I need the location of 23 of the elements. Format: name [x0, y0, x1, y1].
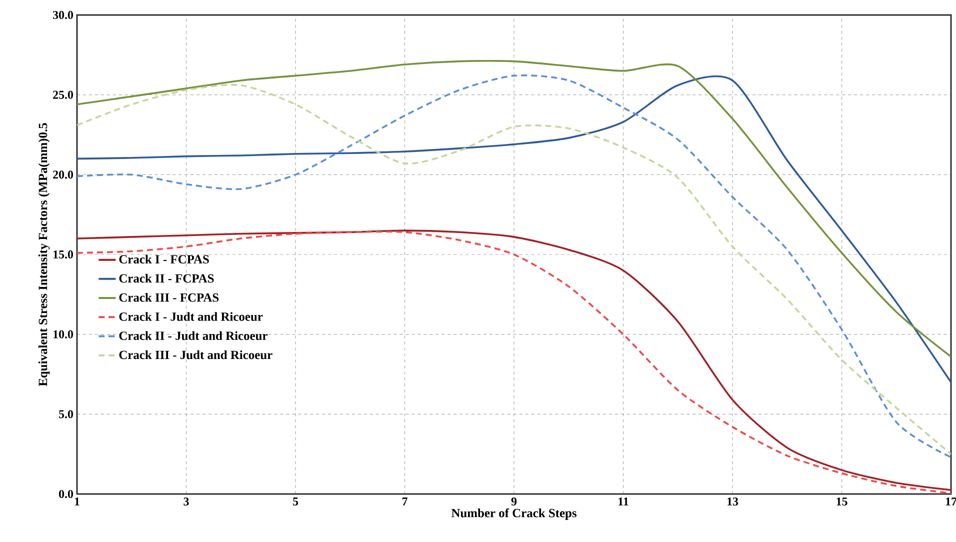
x-tick-label: 9 [511, 498, 517, 506]
legend-label: Crack I - FCPAS [119, 254, 209, 264]
y-tick-label: 20.0 [53, 170, 74, 179]
y-tick-label: 10.0 [54, 330, 74, 338]
legend-label: Crack II - FCPAS [119, 274, 214, 283]
y-tick-label: 15.0 [54, 250, 74, 259]
legend-label: Crack III - FCPAS [119, 292, 219, 302]
x-tick-label: 1 [74, 498, 80, 506]
x-tick-label: 13 [727, 498, 738, 506]
y-axis-title: Equivalent Stress Intensity Factors (MPa(mm)0.5 [38, 123, 50, 386]
x-tick-label: 5 [292, 498, 298, 506]
legend-label: Crack I - Judt and Ricoeur [119, 312, 263, 321]
y-tick-label: 30.0 [53, 10, 74, 20]
legend-label: Crack II - Judt and Ricoeur [119, 331, 268, 340]
y-tick-label: 25.0 [53, 90, 74, 99]
x-tick-label: 7 [402, 498, 408, 506]
legend-label: Crack III - Judt and Ricoeur [119, 350, 272, 360]
y-tick-label: 5.0 [59, 410, 74, 418]
x-tick-label: 11 [618, 498, 628, 506]
x-axis-title: Number of Crack Steps [451, 508, 576, 520]
x-tick-label: 15 [836, 498, 848, 506]
x-tick-label: 3 [184, 498, 189, 506]
y-tick-label: 0.0 [58, 490, 74, 498]
